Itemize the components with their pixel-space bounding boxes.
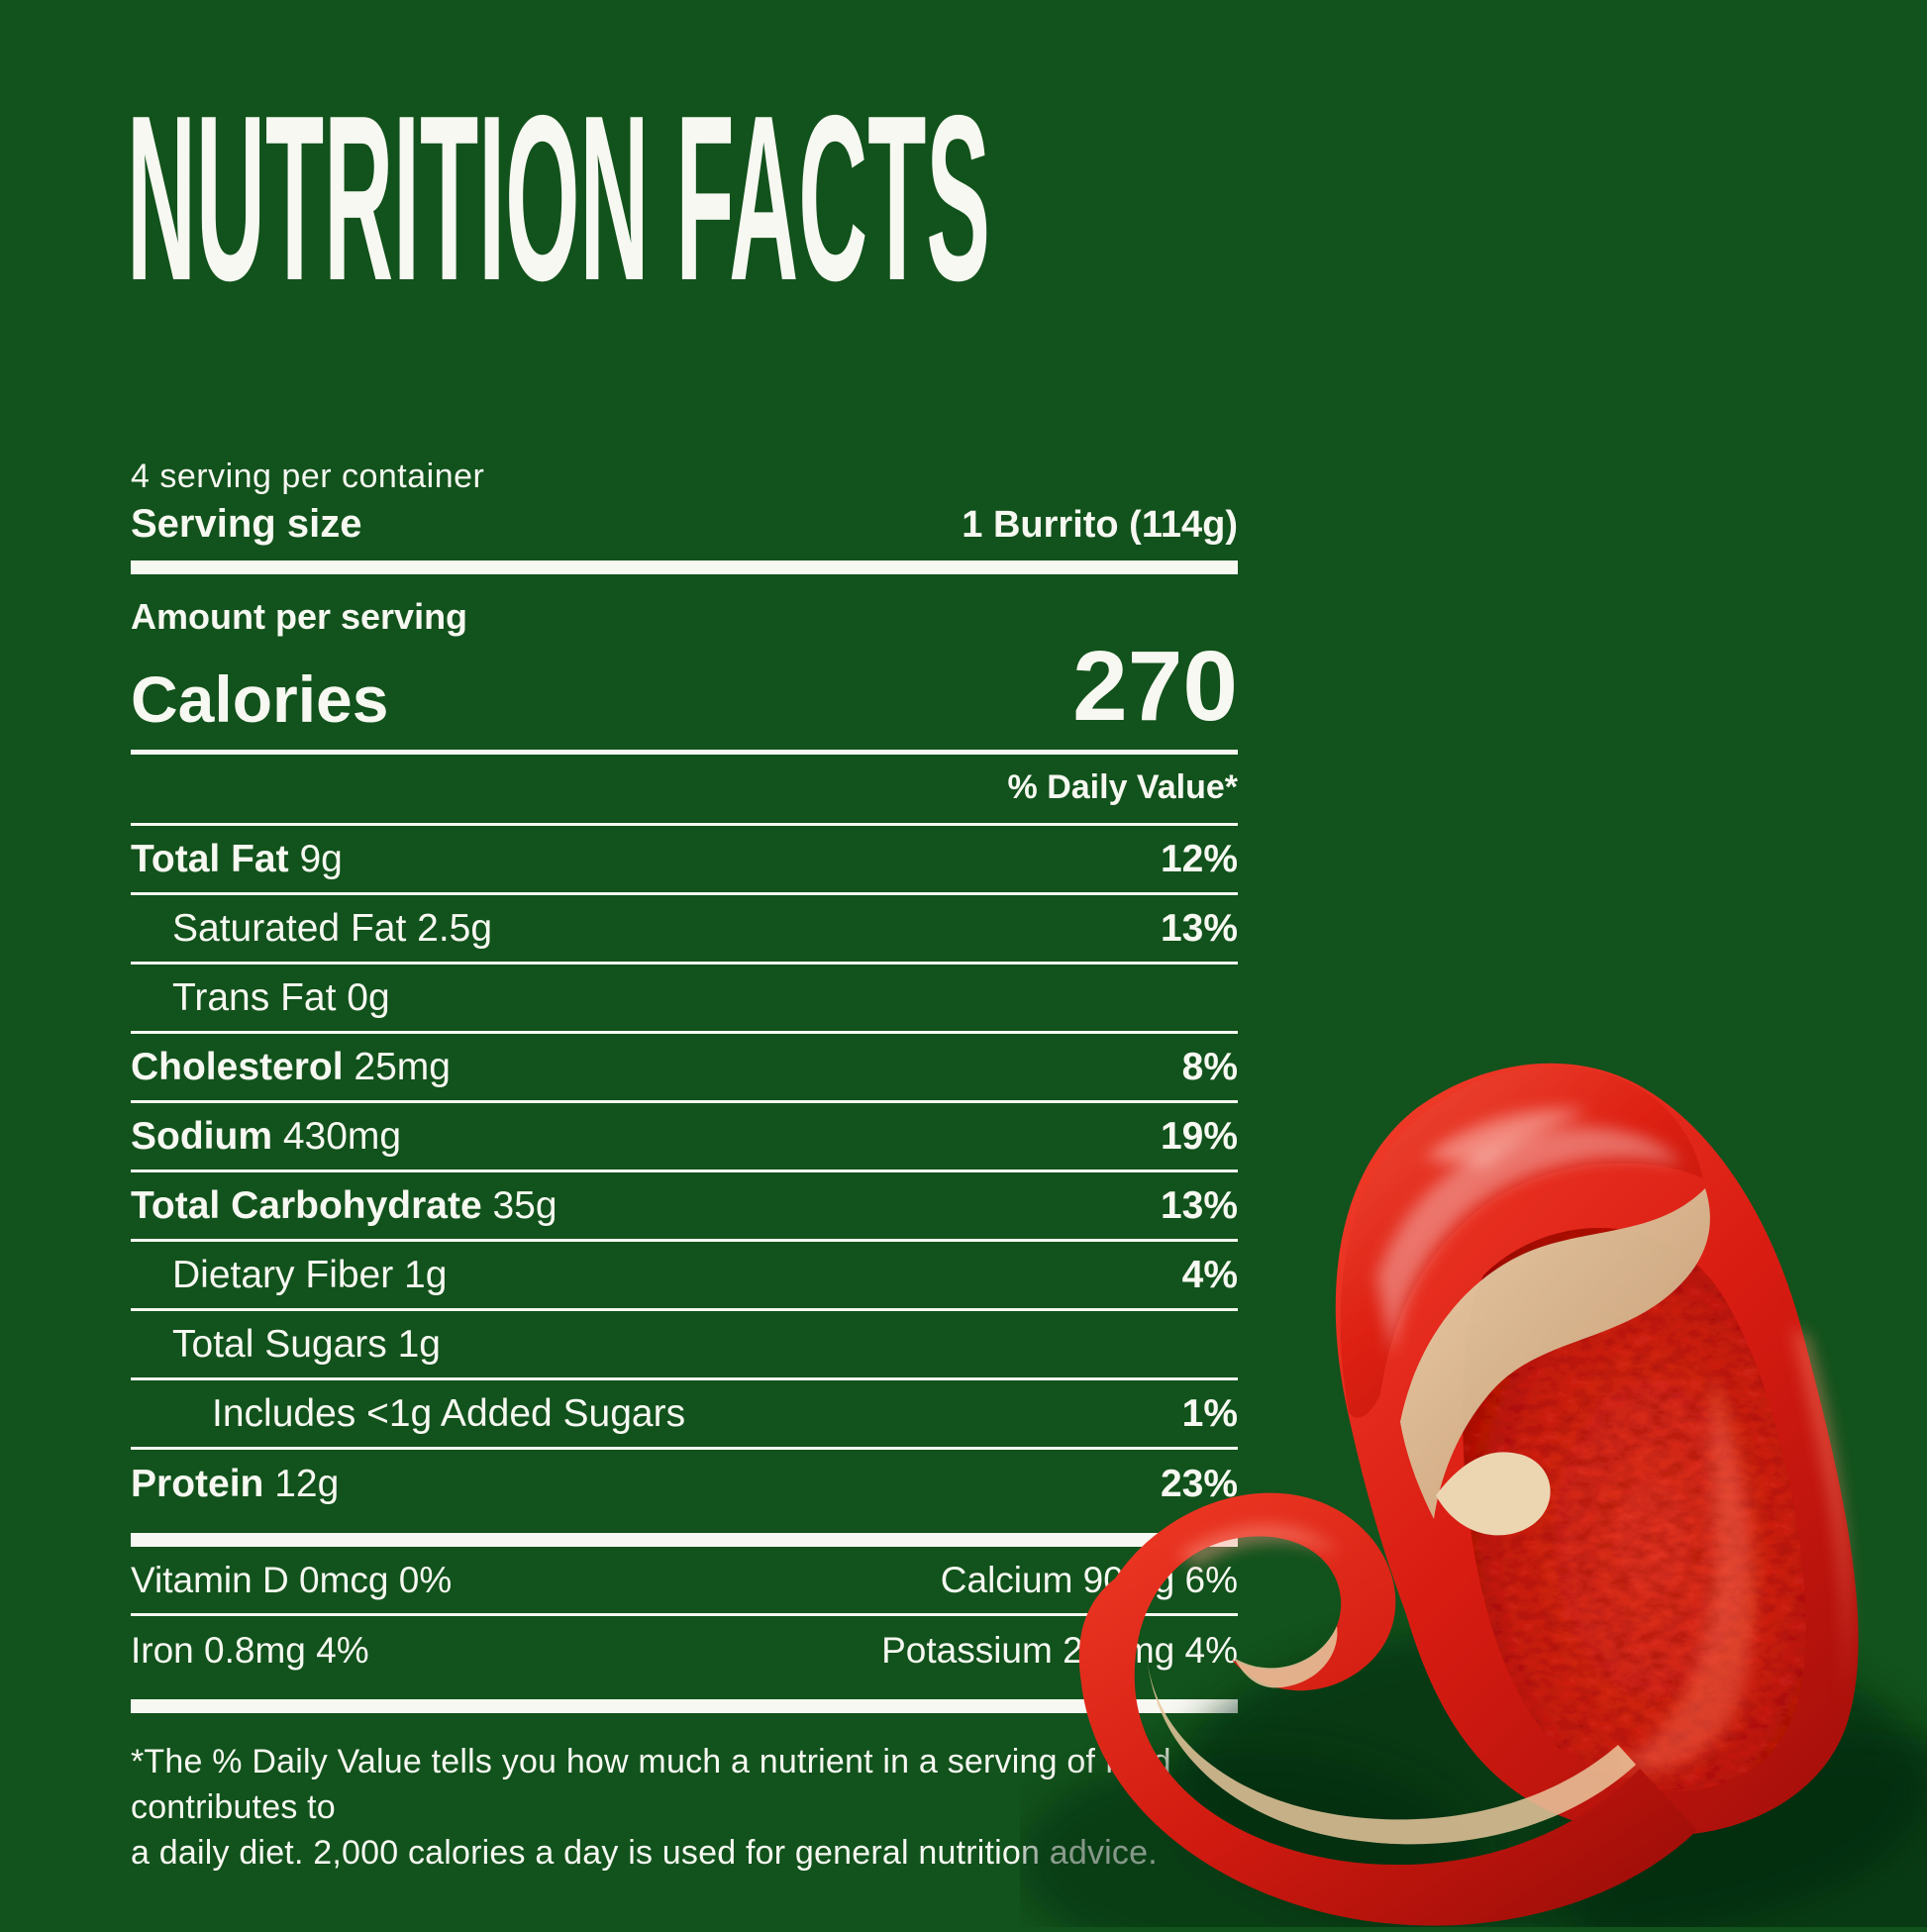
nutrient-amount: Dietary Fiber 1g [172,1253,448,1296]
daily-value: 13% [1160,906,1238,950]
serving-size-row: Serving size 1 Burrito (114g) [131,502,1238,547]
pepper-curl-strip [1078,1492,1697,1926]
row-dietary-fiber: Dietary Fiber 1g 4% [131,1242,1238,1311]
row-iron-potassium: Iron 0.8mg 4% Potassium 200mg 4% [131,1616,1238,1685]
row-added-sugars: Includes <1g Added Sugars 1% [131,1380,1238,1450]
red-bell-pepper-slices-image [1020,862,1927,1932]
calories-value: 270 [1072,631,1238,742]
footnote-line1: *The % Daily Value tells you how much a … [131,1743,1171,1826]
micronutrient-right: Potassium 200mg 4% [881,1630,1238,1671]
row-cholesterol: Cholesterol 25mg 8% [131,1034,1238,1103]
daily-value: 8% [1181,1045,1238,1088]
thick-divider [131,560,1238,574]
micronutrient-left: Iron 0.8mg 4% [131,1630,369,1671]
nutrient-name: Cholesterol [131,1045,344,1088]
calories-row: Calories 270 [131,631,1238,742]
micronutrient-left: Vitamin D 0mcg 0% [131,1559,453,1600]
calories-label: Calories [131,661,389,736]
nutrient-amount: Trans Fat 0g [172,975,390,1019]
row-saturated-fat: Saturated Fat 2.5g 13% [131,895,1238,965]
nutrient-amount: 35g [481,1183,558,1227]
row-protein: Protein 12g 23% [131,1450,1238,1519]
title-svg: NUTRITION FACTS [127,67,990,330]
nutrient-name: Total Fat [131,837,289,880]
row-sodium: Sodium 430mg 19% [131,1103,1238,1172]
row-vitamind-calcium: Vitamin D 0mcg 0% Calcium 90mg 6% [131,1547,1238,1616]
serving-size-label: Serving size [131,502,362,546]
nutrient-name: Total Carbohydrate [131,1183,482,1227]
title-text: NUTRITION FACTS [127,103,990,301]
daily-value: 4% [1181,1253,1238,1296]
daily-value-footnote: *The % Daily Value tells you how much a … [131,1739,1238,1876]
pepper-svg [1020,1063,1927,1932]
nutrient-name: Protein [131,1463,264,1505]
amount-per-serving-label: Amount per serving [131,596,468,637]
divider [131,823,1238,826]
footnote-line2: a daily diet. 2,000 calories a day is us… [131,1834,1158,1872]
nutrient-amount: Includes <1g Added Sugars [212,1391,686,1435]
medium-divider [131,750,1238,755]
nutrient-amount: Total Sugars 1g [172,1322,442,1366]
row-total-fat: Total Fat 9g 12% [131,826,1238,895]
facts-panel: 4 serving per container Serving size 1 B… [131,458,1238,1876]
thick-divider [131,1699,1238,1713]
nutrient-amount: Saturated Fat 2.5g [172,906,493,950]
daily-value-header: % Daily Value* [1007,768,1238,806]
nutrient-amount: 12g [263,1463,340,1505]
nutrient-amount: 25mg [343,1045,451,1088]
row-total-carbohydrate: Total Carbohydrate 35g 13% [131,1172,1238,1242]
row-total-sugars: Total Sugars 1g [131,1311,1238,1380]
thick-divider [131,1533,1238,1547]
daily-value: 19% [1160,1114,1238,1158]
nutrient-amount: 9g [288,837,343,880]
nutrient-name: Sodium [131,1114,272,1158]
nutrient-amount: 430mg [272,1114,402,1158]
pepper-big-slice [1335,1063,1859,1836]
daily-value: 13% [1160,1183,1238,1227]
row-trans-fat: Trans Fat 0g [131,965,1238,1034]
page-title: NUTRITION FACTS [125,67,1016,330]
micronutrient-right: Calcium 90mg 6% [940,1559,1238,1600]
daily-value: 1% [1181,1391,1238,1435]
daily-value: 12% [1160,837,1238,880]
daily-value: 23% [1160,1463,1238,1505]
servings-per-container: 4 serving per container [131,458,485,495]
serving-size-value: 1 Burrito (114g) [962,504,1238,546]
